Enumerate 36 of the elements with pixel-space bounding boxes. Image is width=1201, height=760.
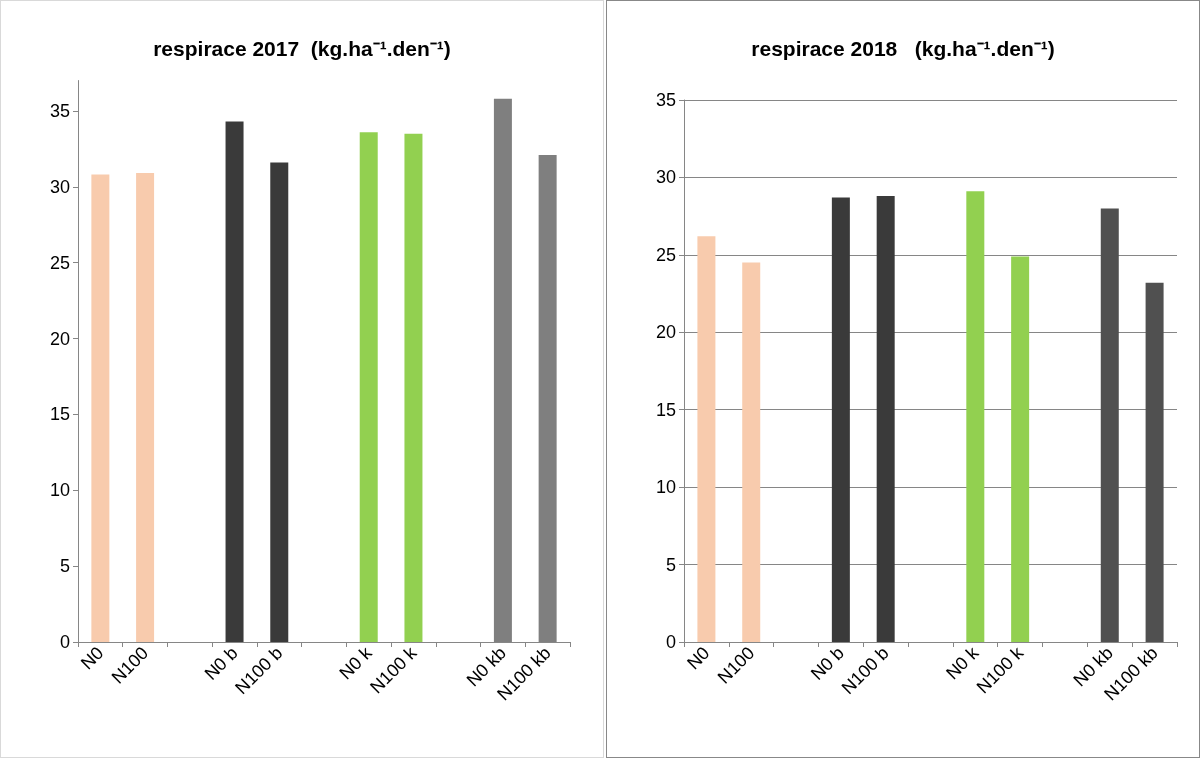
- y-tick-label: 30: [49, 176, 70, 197]
- bar: [1100, 208, 1119, 642]
- bar: [359, 132, 378, 642]
- y-tick-label: 15: [49, 404, 70, 425]
- bar: [966, 191, 985, 642]
- bar: [270, 162, 289, 642]
- x-tick-label: N0 b: [200, 642, 242, 684]
- bar: [697, 236, 716, 642]
- y-tick-label: 20: [49, 328, 70, 349]
- x-tick-label: N0 b: [806, 642, 848, 684]
- bar: [91, 174, 110, 642]
- bar: [1011, 256, 1030, 642]
- x-tick-label: N0: [683, 642, 714, 674]
- bar: [742, 262, 761, 642]
- y-tick-label: 25: [655, 244, 676, 265]
- y-tick-label: 15: [655, 399, 676, 420]
- y-tick-label: 0: [665, 632, 676, 652]
- bar: [1145, 282, 1164, 642]
- y-tick-label: 35: [655, 90, 676, 110]
- y-tick-label: 0: [59, 632, 70, 652]
- y-tick-label: 5: [665, 554, 676, 575]
- chart-title: respirace 2017 (kg.ha⁻¹.den⁻¹): [153, 37, 451, 60]
- bar: [404, 133, 423, 642]
- y-tick-label: 20: [655, 322, 676, 343]
- bar: [831, 197, 850, 642]
- y-tick-label: 10: [655, 477, 676, 498]
- chart-title: respirace 2018 (kg.ha⁻¹.den⁻¹): [751, 37, 1055, 60]
- y-tick-label: 25: [49, 252, 70, 273]
- bar: [876, 196, 895, 642]
- y-tick-label: 35: [49, 100, 70, 121]
- y-tick-label: 30: [655, 167, 676, 188]
- bar: [225, 121, 244, 642]
- y-tick-label: 10: [49, 480, 70, 501]
- bar: [136, 173, 155, 642]
- y-tick-label: 5: [59, 556, 70, 577]
- x-tick-label: N0: [77, 642, 108, 674]
